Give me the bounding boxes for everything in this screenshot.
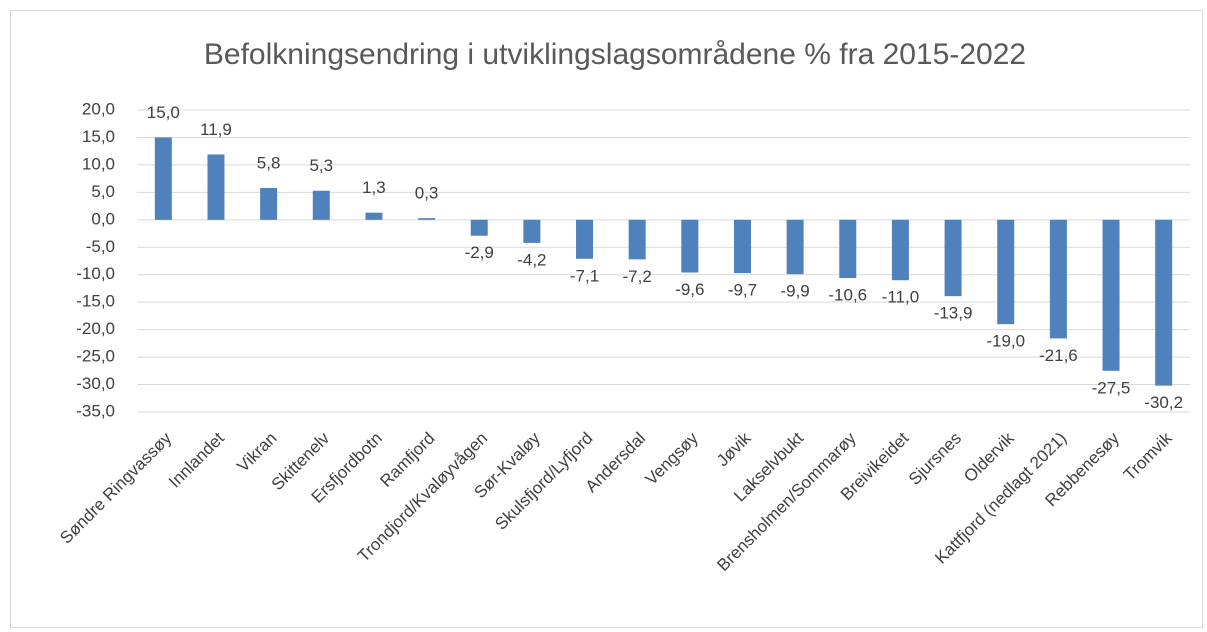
data-label: -9,9 — [780, 282, 809, 301]
bar — [312, 190, 330, 220]
data-label: -7,1 — [570, 266, 599, 285]
y-tick-label: -5,0 — [86, 237, 115, 256]
bar — [1049, 219, 1067, 339]
data-label: -21,6 — [1039, 346, 1078, 365]
x-tick-label: Jøvik — [713, 428, 755, 470]
data-label: -19,0 — [986, 332, 1025, 351]
y-tick-label: 5,0 — [91, 182, 115, 201]
chart-title: Befolkningsendring i utviklingslagsområd… — [204, 38, 1026, 71]
data-label: -9,6 — [675, 280, 704, 299]
data-label: -10,6 — [828, 286, 867, 305]
bar — [839, 219, 857, 279]
bar — [418, 218, 436, 220]
data-label: -13,9 — [934, 304, 973, 323]
bar — [891, 219, 909, 281]
data-label: -2,9 — [465, 243, 494, 262]
y-tick-label: -15,0 — [76, 292, 115, 311]
x-tick-label: Vikran — [233, 429, 280, 476]
data-label: -27,5 — [1092, 378, 1131, 397]
data-label: -9,7 — [728, 281, 757, 300]
data-label: 1,3 — [362, 178, 386, 197]
data-label: 15,0 — [147, 103, 180, 122]
bar — [207, 154, 225, 220]
bar — [1155, 219, 1173, 386]
bar — [997, 219, 1015, 325]
bar — [1102, 219, 1120, 371]
y-tick-label: -25,0 — [76, 347, 115, 366]
x-tick-label: Innlandet — [165, 428, 228, 491]
data-label: -30,2 — [1144, 393, 1183, 412]
data-label: 11,9 — [200, 120, 232, 139]
x-tick-label: Tromvik — [1120, 428, 1176, 484]
bar — [786, 219, 804, 275]
bar — [628, 219, 646, 260]
data-label: -4,2 — [517, 250, 546, 269]
bar — [733, 219, 751, 274]
bar — [365, 212, 383, 220]
bar — [944, 219, 962, 297]
data-label: -11,0 — [882, 288, 920, 307]
data-label: 0,3 — [415, 184, 439, 203]
data-label: 5,8 — [257, 153, 281, 172]
y-tick-label: 10,0 — [82, 154, 115, 173]
bar — [681, 219, 699, 273]
x-tick-label: Søndre Ringvassøy — [56, 428, 175, 547]
y-tick-label: -10,0 — [76, 264, 115, 283]
y-tick-label: 15,0 — [82, 127, 115, 146]
data-label: -7,2 — [623, 267, 652, 286]
y-tick-label: -20,0 — [76, 319, 115, 338]
y-tick-label: -30,0 — [76, 374, 115, 393]
chart-border — [10, 10, 1203, 628]
bar — [470, 219, 488, 236]
x-tick-label: Sjursnes — [905, 429, 965, 489]
bar — [523, 219, 541, 243]
bar — [576, 219, 594, 259]
y-tick-label: 20,0 — [82, 99, 115, 118]
y-tick-label: 0,0 — [91, 209, 115, 228]
bar — [154, 137, 172, 220]
y-tick-label: -35,0 — [76, 401, 115, 420]
bar — [260, 187, 278, 220]
data-label: 5,3 — [309, 156, 333, 175]
x-tick-label: Skulsfjord/Lyfjord — [491, 429, 596, 534]
x-tick-label: Vengsøy — [642, 428, 703, 489]
